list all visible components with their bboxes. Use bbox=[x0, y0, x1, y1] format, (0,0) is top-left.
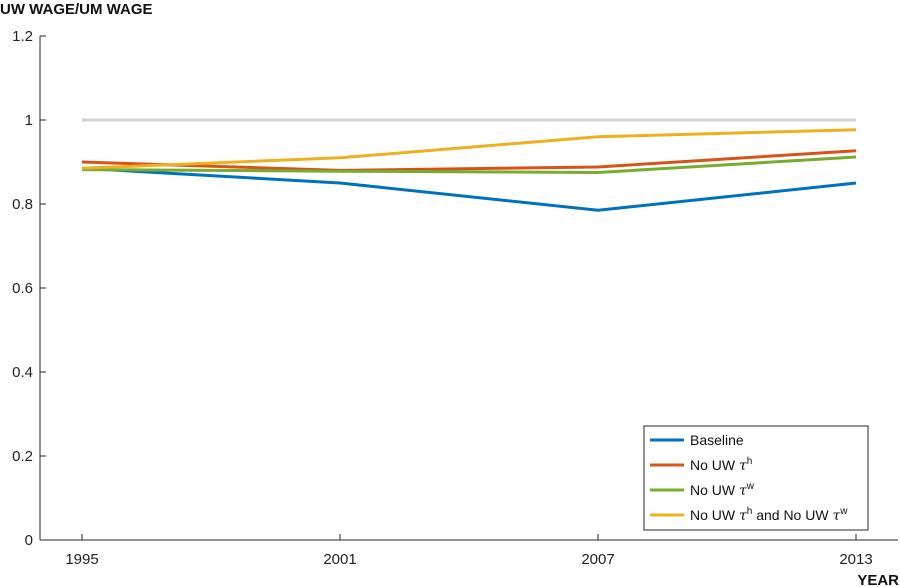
legend-text-part: No UW bbox=[690, 482, 739, 498]
legend-label: No UW τh and No UW τw bbox=[690, 506, 848, 524]
y-tick-label: 0.2 bbox=[12, 448, 33, 465]
legend-tau-symbol: τ bbox=[739, 483, 747, 499]
x-axis-label: YEAR bbox=[857, 572, 899, 587]
legend-superscript: h bbox=[747, 456, 753, 467]
y-tick-label: 0.4 bbox=[12, 364, 33, 381]
series-line-baseline bbox=[81, 166, 857, 212]
series-line-no-uw-h bbox=[81, 149, 857, 172]
legend-text-part: and No UW bbox=[752, 507, 832, 523]
axes: 0 0.2 0.4 0.6 0.8 1 1.2 1995 2001 2007 2013 bbox=[12, 28, 898, 568]
x-tick-label: 1995 bbox=[65, 551, 98, 568]
y-tick-label: 0 bbox=[25, 532, 33, 549]
legend-superscript: h bbox=[747, 506, 753, 517]
legend-label: Baseline bbox=[690, 432, 744, 448]
legend-superscript: w bbox=[746, 481, 755, 492]
legend-label: No UW τh bbox=[690, 456, 752, 474]
legend-box bbox=[643, 425, 869, 531]
legend-tau-symbol: τ bbox=[739, 508, 747, 524]
y-axis-label: UW WAGE/UM WAGE bbox=[0, 1, 153, 18]
series-line-no-uw-w bbox=[81, 155, 857, 174]
legend-label: No UW τw bbox=[690, 481, 755, 499]
legend-text-part: Baseline bbox=[690, 432, 744, 448]
legend-tau-symbol: τ bbox=[832, 508, 840, 524]
series-layer bbox=[81, 128, 857, 212]
x-tick-label: 2013 bbox=[839, 551, 872, 568]
legend-superscript: w bbox=[839, 506, 848, 517]
y-tick-label: 0.8 bbox=[12, 196, 33, 213]
y-tick-label: 0.6 bbox=[12, 280, 33, 297]
x-tick-label: 2007 bbox=[581, 551, 614, 568]
legend-tau-symbol: τ bbox=[739, 458, 747, 474]
series-line-no-uw-h-and-no-uw-w bbox=[81, 128, 857, 170]
y-tick-label: 1 bbox=[25, 112, 33, 129]
legend-text-part: No UW bbox=[690, 507, 739, 523]
x-tick-label: 2001 bbox=[323, 551, 356, 568]
legend-text-part: No UW bbox=[690, 457, 739, 473]
y-tick-label: 1.2 bbox=[12, 28, 33, 45]
